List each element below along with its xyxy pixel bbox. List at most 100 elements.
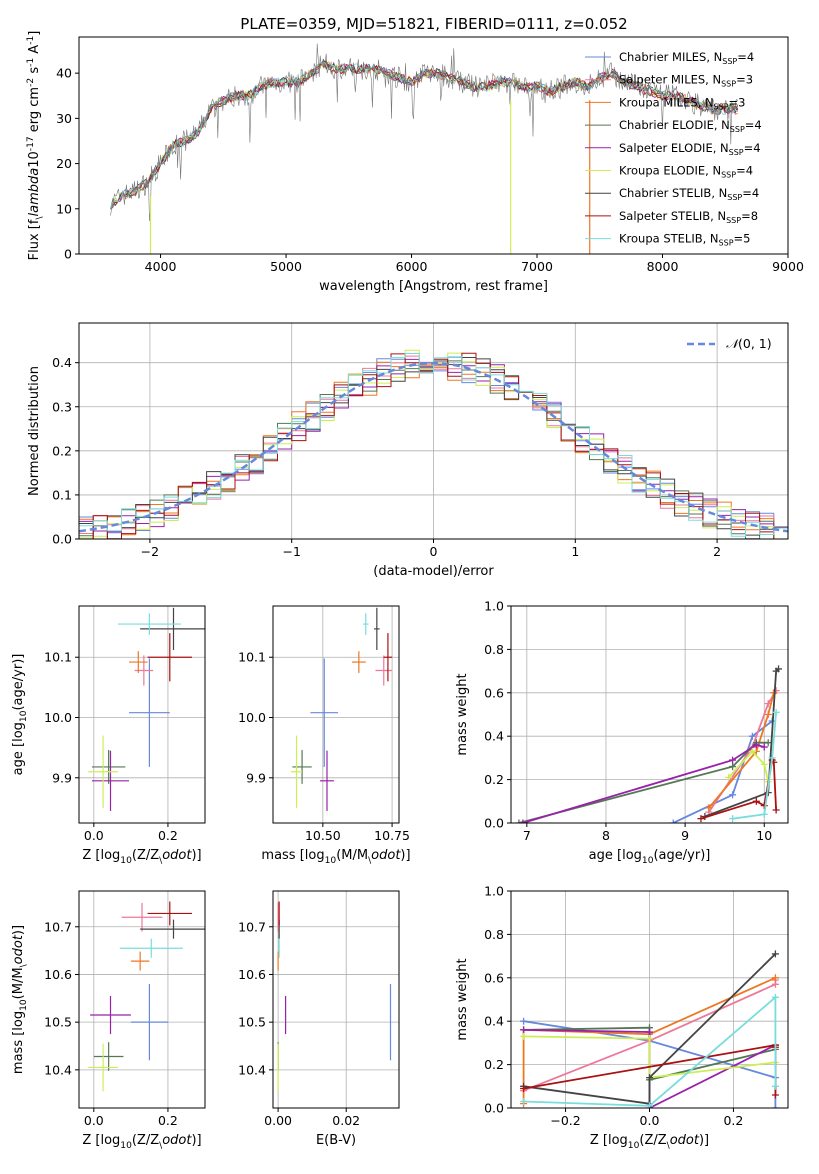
weight-marker: [748, 732, 756, 740]
y-tick-label: 0.3: [52, 399, 72, 414]
legend-label: Kroupa STELIB, NSSP=5: [619, 232, 750, 248]
legend-label-text: Kroupa STELIB, N: [619, 232, 719, 246]
x-tick-label: 10.50: [305, 828, 341, 843]
y-tick-label: 9.9: [246, 770, 266, 785]
weight-marker: [520, 1084, 528, 1092]
weight-marker: [771, 1082, 779, 1090]
plot-area: [291, 607, 393, 811]
histogram-kroupa-stelib: [79, 353, 788, 539]
legend-label: Salpeter STELIB, NSSP=8: [619, 209, 758, 225]
axes-frame: [510, 605, 789, 824]
ticks: 10.50 10.75 9.9 10.0 10.1: [238, 650, 410, 843]
panels: 4000 5000 6000 7000 8000 9000010203040wavelen…: [11, 31, 804, 1151]
x-axis-label-part: (Z/Z: [132, 848, 159, 863]
plot-area: [520, 950, 779, 1108]
y-axis-label-part: 10: [19, 999, 29, 1011]
error-cross-kroupa-stelib: [117, 613, 181, 635]
ticks: 7 8 9 10 0.0 0.2 0.4 0.6 0.8 1.0: [484, 599, 772, 844]
y-axis-label-part: 10: [19, 710, 29, 722]
weight-line: [708, 692, 775, 809]
weight-marker: [646, 1028, 653, 1036]
legend-label-text: Salpeter STELIB, N: [619, 209, 726, 223]
weight-marker: [729, 791, 737, 799]
legend-label: Chabrier ELODIE, NSSP=4: [619, 118, 762, 134]
y-axis-label: mass weight: [455, 958, 470, 1040]
x-tick-label: 7: [523, 828, 531, 843]
error-cross-chabrier-miles: [130, 984, 168, 1061]
weight-marker: [772, 806, 780, 814]
x-axis-label-part: (Z/Z: [639, 1133, 666, 1148]
error-cross-salpeter-elodie: [320, 750, 334, 811]
y-tick-label: 0.0: [52, 532, 72, 547]
y-axis-label-part: (age/yr)]: [11, 654, 26, 711]
legend-label: Salpeter ELODIE, NSSP=4: [619, 141, 761, 157]
y-axis-label-part: A: [27, 45, 42, 58]
error-cross-salpeter-elodie: [91, 750, 130, 811]
error-cross-chabrier-stelib: [140, 919, 205, 939]
weight-marker: [729, 756, 737, 764]
legend-label-text: Kroupa MILES, N: [619, 95, 714, 109]
x-axis-label-part: )]: [191, 848, 201, 863]
error-cross-chabrier-miles: [129, 658, 170, 767]
axes-frame: [272, 605, 400, 824]
y-axis-label: mass [log10(M/M\odot)]: [11, 925, 29, 1074]
x-tick-label: 7000: [521, 259, 553, 274]
y-axis-label: Normed distribution: [27, 366, 42, 496]
weight-series-chabrier-miles: [669, 717, 776, 823]
legend-label-count: =5: [734, 232, 751, 246]
ticks: −2 −1 0 1 2 0.0 0.1 0.2 0.3 0.4: [52, 355, 721, 559]
weight-marker: [752, 741, 760, 749]
plot-area: [88, 607, 205, 811]
x-axis-label-part: odot: [670, 1133, 700, 1148]
plot-area: [277, 901, 392, 1092]
axes-frame: [272, 890, 400, 1109]
legend-label-count: =4: [736, 164, 753, 178]
error-cross-salpeter-miles: [375, 655, 393, 686]
weight-line: [523, 1035, 776, 1079]
x-tick-label: 0.2: [723, 1113, 743, 1128]
weight-marker: [760, 802, 768, 810]
error-cross-chabrier-stelib: [374, 607, 380, 651]
legend-label-text: Kroupa ELODIE, N: [619, 164, 721, 178]
error-cross-chabrier-elodie: [91, 750, 126, 784]
weight-marker: [764, 711, 772, 718]
y-tick-label: 10.5: [44, 1015, 72, 1030]
y-axis-label-part: age [log: [11, 722, 26, 775]
legend-label-count: =3: [736, 73, 753, 87]
y-axis-label-part: \: [35, 216, 45, 220]
grid: [79, 606, 205, 823]
ticks: 0.00 0.02 10.4 10.5 10.6 10.7: [238, 919, 360, 1128]
panel-z_weight: −0.2 0.0 0.2 0.0 0.2 0.4 0.6 0.8 1.0 Z [log10(Z/Z…: [455, 884, 789, 1151]
weight-marker: [760, 760, 768, 768]
grid: [511, 605, 788, 824]
y-tick-label: 0: [64, 247, 72, 262]
x-tick-label: 0.0: [84, 1113, 104, 1128]
y-tick-label: 0.2: [484, 772, 504, 787]
y-tick-label: 0.2: [52, 443, 72, 458]
y-axis-label-part: ]: [27, 31, 42, 36]
x-axis-label-part: mass [log: [261, 848, 324, 863]
y-tick-label: 0.2: [484, 1057, 504, 1072]
weight-line: [523, 953, 777, 1105]
weight-line: [732, 712, 777, 820]
plot-area: [88, 901, 205, 1092]
figure-title: PLATE=0359, MJD=51821, FIBERID=0111, z=0…: [240, 15, 627, 33]
error-cross-chabrier-stelib: [140, 607, 205, 651]
y-tick-label: 10.6: [238, 967, 266, 982]
y-tick-label: 20: [56, 156, 72, 171]
x-axis-label-part: )]: [699, 1133, 709, 1148]
weight-marker: [705, 804, 713, 812]
error-cross-salpeter-stelib: [383, 633, 393, 682]
x-axis-label-part: odot: [371, 848, 401, 863]
ticks: 0.0 0.2 9.9 10.0 10.1: [44, 650, 178, 843]
x-axis-label-part: odot: [162, 1133, 192, 1148]
legend-label-count: =4: [744, 141, 761, 155]
error-cross-chabrier-miles: [310, 658, 339, 767]
x-axis-label-part: \: [368, 856, 372, 866]
y-tick-label: 0.0: [484, 816, 504, 831]
plot-area: [110, 43, 739, 254]
axes-frame: [78, 890, 206, 1109]
x-tick-label: −1: [282, 544, 300, 559]
legend-label-text: Chabrier STELIB, N: [619, 186, 727, 200]
